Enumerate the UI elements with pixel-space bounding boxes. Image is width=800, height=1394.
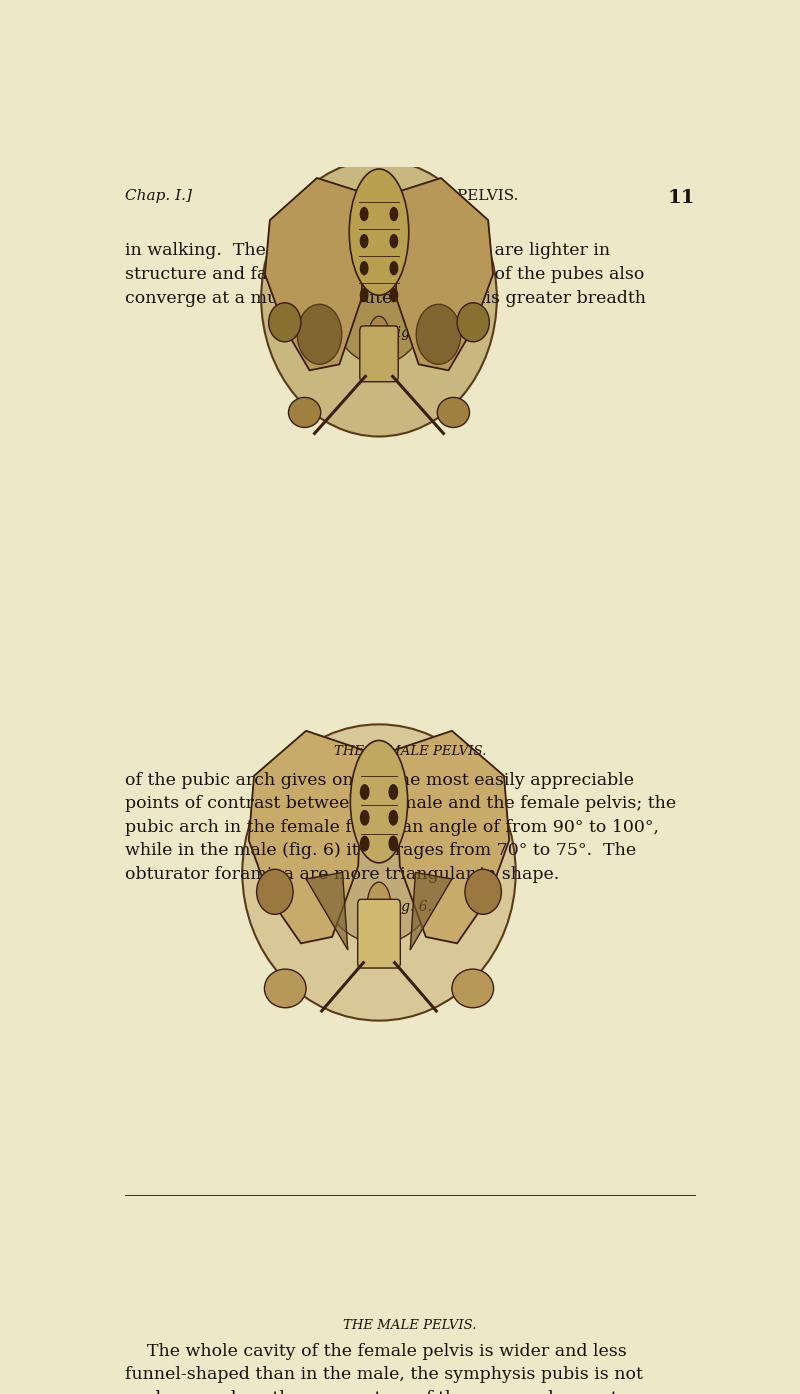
Circle shape (360, 262, 368, 275)
Circle shape (361, 810, 369, 825)
Circle shape (390, 234, 398, 248)
Text: Fig. 6.: Fig. 6. (387, 901, 433, 914)
Text: ANATOMY OF THE PELVIS.: ANATOMY OF THE PELVIS. (302, 188, 518, 202)
Ellipse shape (416, 304, 461, 364)
Ellipse shape (257, 870, 293, 914)
Ellipse shape (438, 397, 470, 428)
Ellipse shape (465, 870, 502, 914)
Text: funnel-shaped than in the male, the symphysis pubis is not: funnel-shaped than in the male, the symp… (125, 1366, 642, 1383)
Circle shape (390, 289, 398, 301)
Circle shape (361, 785, 369, 799)
Text: in walking.  The tuberosities of the ischia are lighter in: in walking. The tuberosities of the isch… (125, 243, 610, 259)
Text: so deep, and, as the promontory of the sacrum does not: so deep, and, as the promontory of the s… (125, 1390, 618, 1394)
Ellipse shape (350, 169, 409, 296)
Ellipse shape (242, 725, 516, 1020)
Circle shape (389, 810, 398, 825)
FancyBboxPatch shape (360, 326, 398, 382)
Text: structure and farther apart, and the rami of the pubes also: structure and farther apart, and the ram… (125, 266, 644, 283)
Circle shape (360, 208, 368, 220)
Circle shape (390, 208, 398, 220)
Ellipse shape (364, 110, 394, 131)
FancyBboxPatch shape (358, 899, 400, 967)
Polygon shape (410, 873, 452, 949)
Circle shape (360, 234, 368, 248)
Ellipse shape (314, 776, 444, 944)
Circle shape (360, 289, 368, 301)
Ellipse shape (364, 84, 394, 105)
Ellipse shape (350, 740, 408, 863)
Text: of the pubic arch gives one of the most easily appreciable: of the pubic arch gives one of the most … (125, 772, 634, 789)
Text: Fig. 5.: Fig. 5. (387, 326, 433, 340)
Text: pubic arch in the female forms an angle of from 90° to 100°,: pubic arch in the female forms an angle … (125, 818, 659, 836)
Polygon shape (394, 178, 493, 371)
Ellipse shape (269, 302, 301, 342)
Text: THE MALE PELVIS.: THE MALE PELVIS. (343, 1319, 477, 1333)
Ellipse shape (364, 138, 394, 159)
Text: Chap. I.]: Chap. I.] (125, 188, 192, 202)
Ellipse shape (265, 969, 306, 1008)
Text: while in the male (fig. 6) it averages from 70° to 75°.  The: while in the male (fig. 6) it averages f… (125, 842, 636, 860)
Text: obturator foramina are more triangular in shape.: obturator foramina are more triangular i… (125, 866, 559, 882)
Circle shape (361, 836, 369, 850)
Ellipse shape (261, 160, 497, 436)
Circle shape (390, 262, 398, 275)
Circle shape (389, 785, 398, 799)
Ellipse shape (457, 302, 490, 342)
Polygon shape (306, 873, 348, 949)
Circle shape (389, 836, 398, 850)
Text: THE FEMALE PELVIS.: THE FEMALE PELVIS. (334, 744, 486, 758)
Polygon shape (249, 730, 363, 944)
Polygon shape (394, 730, 510, 944)
Ellipse shape (452, 969, 494, 1008)
Text: The whole cavity of the female pelvis is wider and less: The whole cavity of the female pelvis is… (125, 1342, 626, 1359)
Text: points of contrast between the male and the female pelvis; the: points of contrast between the male and … (125, 795, 676, 813)
Text: converge at a much less acute angle.  This greater breadth: converge at a much less acute angle. Thi… (125, 290, 646, 307)
Polygon shape (265, 178, 364, 371)
Ellipse shape (327, 220, 431, 364)
Text: 11: 11 (668, 188, 695, 206)
Ellipse shape (367, 882, 390, 927)
Ellipse shape (289, 397, 321, 428)
Ellipse shape (369, 316, 389, 353)
Ellipse shape (297, 304, 342, 364)
